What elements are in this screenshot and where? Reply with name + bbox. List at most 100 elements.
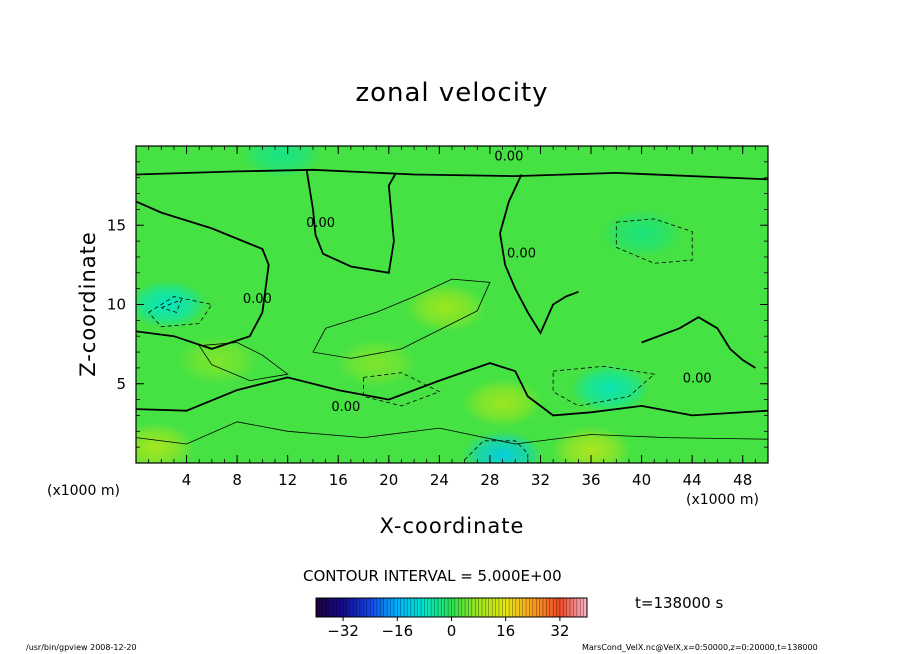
x-tick-label: 20 <box>379 471 398 489</box>
x-tick-label: 24 <box>430 471 449 489</box>
colorbar-tick-label: −16 <box>381 622 413 640</box>
field-blob <box>570 364 650 413</box>
contour-positive <box>198 342 289 382</box>
contour-label: 0.00 <box>683 371 712 386</box>
colorbar-cell <box>522 598 527 617</box>
colorbar-cell <box>407 598 412 617</box>
colorbar-cell <box>400 598 405 617</box>
x-tick-label: 40 <box>632 471 651 489</box>
colorbar-cell <box>431 598 435 617</box>
contour-zero <box>136 168 768 181</box>
colorbar-cell <box>322 598 327 617</box>
colorbar-cell <box>549 598 554 617</box>
x-tick-label: 16 <box>329 471 348 489</box>
colorbar-cell <box>437 598 442 617</box>
colorbar-cell <box>553 598 557 617</box>
y-tick-label: 5 <box>116 375 126 393</box>
contour-zero <box>305 169 396 274</box>
contour-negative <box>464 440 529 463</box>
colorbar-tick-label: −32 <box>327 622 359 640</box>
colorbar-cell <box>393 598 398 617</box>
contour-zero <box>136 200 270 350</box>
field-blob <box>178 335 259 384</box>
colorbar-cell <box>488 598 493 617</box>
x-tick-label: 36 <box>581 471 600 489</box>
x-tick-label: 32 <box>531 471 550 489</box>
colorbar-cell <box>509 598 513 617</box>
x-tick-label: 8 <box>232 471 242 489</box>
x-tick-label: 12 <box>278 471 297 489</box>
field-layer <box>136 146 768 463</box>
colorbar-cell <box>583 598 588 617</box>
colorbar-cell <box>336 598 341 617</box>
field-blob <box>136 423 195 463</box>
colorbar-cell <box>319 598 324 617</box>
colorbar-cell <box>576 598 581 617</box>
colorbar-cell <box>536 598 540 617</box>
y-tick-label: 15 <box>107 216 126 234</box>
colorbar-cell <box>316 598 320 617</box>
y-tick-label: 10 <box>107 296 126 314</box>
colorbar-cell <box>492 598 496 617</box>
contour-zero <box>641 316 756 369</box>
colorbar-cell <box>461 598 466 617</box>
colorbar-cell <box>566 598 571 617</box>
colorbar-cell <box>353 598 358 617</box>
colorbar-cell <box>397 598 402 617</box>
x-tick-label: 28 <box>480 471 499 489</box>
colorbar-cell <box>542 598 547 617</box>
colorbar-tick-label: 16 <box>496 622 515 640</box>
colorbar-cell <box>519 598 524 617</box>
x-axis-label: X-coordinate <box>379 514 525 538</box>
x-tick-label: 4 <box>182 471 192 489</box>
contour-positive <box>312 278 491 359</box>
colorbar-cell <box>475 598 479 617</box>
contour-negative <box>615 218 693 264</box>
colorbar-cell <box>387 598 391 617</box>
colorbar-cell <box>366 598 371 617</box>
colorbar-cell <box>356 598 361 617</box>
colorbar-cell <box>563 598 568 617</box>
field-blob <box>336 339 417 388</box>
contour-negative <box>148 296 213 328</box>
colorbar-cell <box>539 598 544 617</box>
colorbar-cell <box>441 598 446 617</box>
colorbar-cell <box>434 598 439 617</box>
colorbar-cell <box>414 598 419 617</box>
colorbar-cell <box>532 598 537 617</box>
x-unit-label-left: (x1000 m) <box>47 483 120 499</box>
colorbar-cell <box>339 598 344 617</box>
colorbar-cell <box>526 598 530 617</box>
colorbar-cell <box>332 598 337 617</box>
colorbar-cell <box>485 598 490 617</box>
colorbar-cell <box>498 598 503 617</box>
contour-zero <box>499 174 579 335</box>
colorbar-cell <box>363 598 368 617</box>
contour-negative <box>363 372 441 407</box>
colorbar-cell <box>495 598 500 617</box>
colorbar-cell <box>373 598 378 617</box>
colorbar-cell <box>380 598 385 617</box>
colorbar-cell <box>478 598 483 617</box>
colorbar-cell <box>465 598 469 617</box>
y-axis-label: Z-coordinate <box>76 231 100 377</box>
x-tick-label: 44 <box>683 471 702 489</box>
colorbar-cell <box>424 598 429 617</box>
colorbar-cell <box>458 598 463 617</box>
contour-label: 0.00 <box>494 150 523 165</box>
contour-interval-label: CONTOUR INTERVAL = 5.000E+00 <box>303 567 562 585</box>
contour-positive <box>136 421 768 445</box>
contour-negative <box>552 365 656 407</box>
colorbar: −32 −16 0 16 32 <box>315 597 588 640</box>
colorbar-cell <box>468 598 473 617</box>
contour-zero <box>136 362 768 417</box>
colorbar-cell <box>404 598 408 617</box>
colorbar-cell <box>573 598 578 617</box>
time-label: t=138000 s <box>635 594 724 612</box>
field-blob <box>462 378 543 427</box>
colorbar-cell <box>390 598 395 617</box>
contour-label: 0.00 <box>306 216 335 231</box>
colorbar-cell <box>448 598 452 617</box>
colorbar-cell <box>515 598 520 617</box>
